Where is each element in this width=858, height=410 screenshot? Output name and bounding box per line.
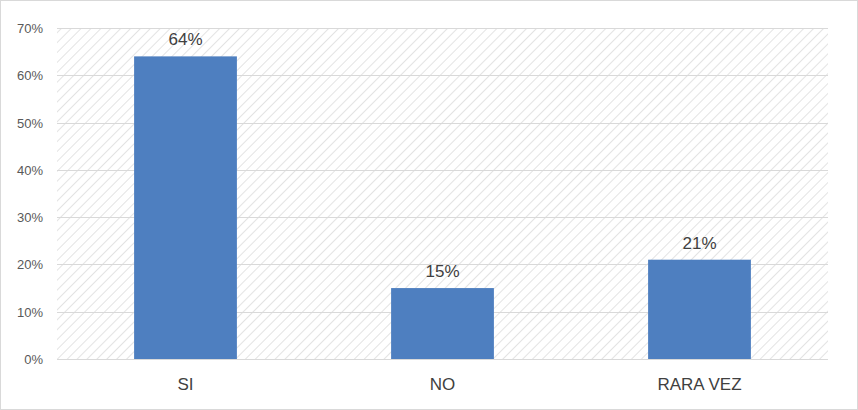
data-label: 15% bbox=[425, 262, 459, 281]
chart-frame bbox=[1, 1, 858, 410]
y-tick-label: 40% bbox=[17, 163, 43, 178]
data-label: 21% bbox=[682, 234, 716, 253]
chart-container: 0% 10% 20% 30% 40% 50% 60% 70% 64% 15% 21% SI NO RARA… bbox=[0, 0, 858, 410]
bars bbox=[134, 56, 751, 359]
plot-background bbox=[57, 28, 828, 359]
x-tick-label: RARA VEZ bbox=[657, 375, 741, 394]
y-tick-label: 60% bbox=[17, 68, 43, 83]
grid bbox=[57, 29, 828, 360]
grid-line bbox=[57, 28, 828, 29]
x-tick-label: SI bbox=[177, 375, 193, 394]
grid-line bbox=[57, 359, 828, 360]
chart-svg: 0% 10% 20% 30% 40% 50% 60% 70% 64% 15% 21% SI NO RARA… bbox=[0, 0, 858, 410]
y-tick-label: 30% bbox=[17, 210, 43, 225]
data-label: 64% bbox=[168, 30, 202, 49]
y-tick-label: 70% bbox=[17, 21, 43, 36]
bar bbox=[134, 56, 237, 359]
bar bbox=[391, 288, 494, 359]
y-tick-label: 0% bbox=[24, 352, 43, 367]
bar bbox=[648, 260, 751, 359]
y-tick-label: 10% bbox=[17, 305, 43, 320]
y-tick-label: 20% bbox=[17, 257, 43, 272]
y-tick-label: 50% bbox=[17, 116, 43, 131]
x-tick-label: NO bbox=[430, 375, 456, 394]
